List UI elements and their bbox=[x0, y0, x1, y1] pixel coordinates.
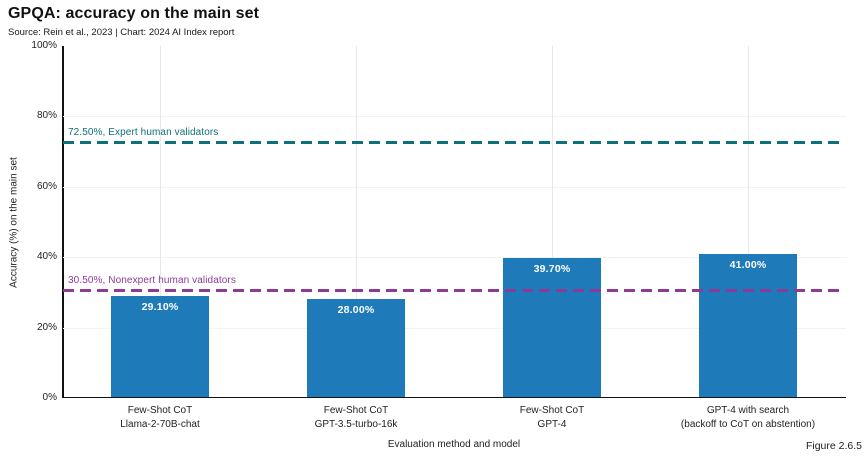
reference-line-label: 30.50%, Nonexpert human validators bbox=[68, 274, 236, 286]
x-axis-line bbox=[62, 396, 846, 398]
x-tick-line2: GPT-4 bbox=[537, 419, 567, 430]
bar bbox=[111, 295, 209, 397]
bar bbox=[699, 253, 797, 397]
x-tick-label: Few-Shot CoT GPT-4 bbox=[454, 404, 650, 432]
chart-title: GPQA: accuracy on the main set bbox=[8, 5, 260, 22]
horizontal-gridline bbox=[63, 257, 846, 259]
bar-value-label: 41.00% bbox=[729, 258, 767, 271]
vertical-gridline bbox=[160, 46, 161, 396]
vertical-gridline bbox=[552, 46, 553, 396]
vertical-gridline bbox=[356, 46, 357, 396]
bar bbox=[307, 299, 405, 397]
y-tick-label: 0% bbox=[42, 392, 57, 403]
x-tick-line2: GPT-3.5-turbo-16k bbox=[314, 419, 398, 430]
x-tick-label: Few-Shot CoT Llama-2-70B-chat bbox=[62, 404, 258, 432]
x-tick-line1: Few-Shot CoT bbox=[519, 405, 585, 416]
bar bbox=[503, 258, 601, 397]
x-tick-line2: (backoff to CoT on abstention) bbox=[680, 419, 816, 430]
bar-value-label: 39.70% bbox=[533, 263, 571, 276]
x-tick-line1: Few-Shot CoT bbox=[127, 405, 193, 416]
chart-subtitle: Source: Rein et al., 2023 | Chart: 2024 … bbox=[8, 27, 235, 38]
y-tick-label: 40% bbox=[36, 251, 57, 263]
x-tick-line1: Few-Shot CoT bbox=[323, 405, 389, 416]
y-tick-label: 80% bbox=[36, 110, 57, 122]
x-axis-title: Evaluation method and model bbox=[387, 439, 521, 450]
x-tick-line1: GPT-4 with search bbox=[706, 405, 790, 416]
x-tick-label: GPT-4 with search (backoff to CoT on abst… bbox=[650, 404, 846, 432]
y-axis-title: Accuracy (%) on the main set bbox=[8, 157, 20, 288]
reference-line bbox=[63, 289, 843, 293]
vertical-gridline bbox=[748, 46, 749, 396]
y-axis-line bbox=[62, 46, 64, 398]
y-tick-label: 60% bbox=[36, 180, 57, 192]
bar-value-label: 29.10% bbox=[141, 300, 179, 313]
horizontal-gridline bbox=[63, 116, 846, 118]
figure-label: Figure 2.6.5 bbox=[805, 440, 862, 452]
horizontal-gridline bbox=[63, 327, 846, 329]
reference-line-label: 72.50%, Expert human validators bbox=[68, 126, 219, 138]
bar-value-label: 28.00% bbox=[337, 304, 375, 317]
y-tick-label: 20% bbox=[36, 321, 57, 333]
horizontal-gridline bbox=[63, 186, 846, 188]
reference-line bbox=[63, 141, 843, 145]
x-tick-line2: Llama-2-70B-chat bbox=[120, 419, 200, 430]
x-tick-label: Few-Shot CoT GPT-3.5-turbo-16k bbox=[258, 404, 454, 432]
y-tick-label: 100% bbox=[31, 40, 57, 51]
plot-area: 29.10% 28.00% 39.70% 41.00% 72.50%, Expert h… bbox=[62, 46, 846, 398]
